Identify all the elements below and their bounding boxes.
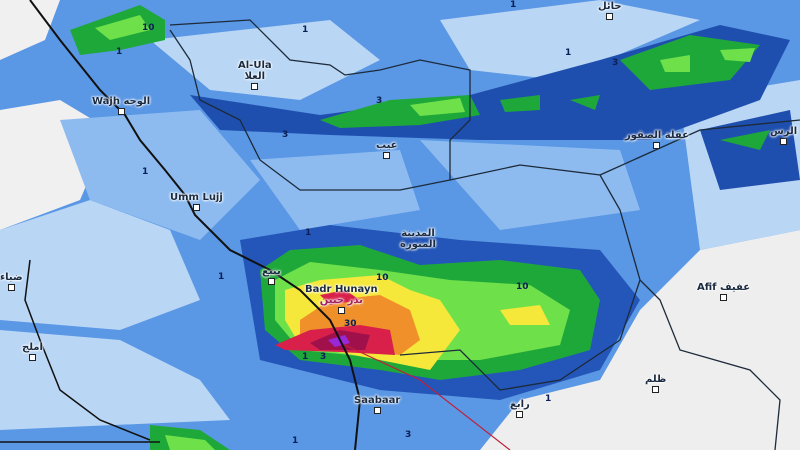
city-marker-icon [251, 83, 259, 90]
place-badr-hunayn[interactable]: Badr Hunayn بدر حنين [305, 284, 378, 314]
place-wajh[interactable]: Wajh الوجه [92, 96, 150, 115]
place-rabigh[interactable]: رابغ [510, 399, 530, 418]
region-border [169, 19, 471, 191]
contour-label: 1 [302, 352, 309, 362]
dry-area-southeast [480, 230, 800, 450]
lightgreen-north [410, 48, 755, 116]
contour-label: 10 [376, 273, 389, 283]
light-area [60, 110, 640, 240]
contour-label: 10 [516, 282, 529, 292]
contour-label: 1 [116, 47, 123, 57]
city-marker-icon [267, 278, 275, 285]
contour-label: 3 [320, 352, 327, 362]
contour-label: 1 [142, 167, 149, 177]
contour-label: 1 [302, 25, 309, 35]
contour-label: 1 [565, 48, 572, 58]
place-afif[interactable]: Afif عفيف [697, 282, 750, 301]
purple-core [328, 335, 350, 347]
place-saabaar[interactable]: Saabaar [354, 395, 400, 414]
city-marker-icon [606, 13, 614, 20]
place-ar-rass[interactable]: الرس [770, 126, 797, 145]
contour-label: 1 [510, 0, 517, 10]
very-light-area [0, 0, 800, 430]
place-umluj[interactable]: املج [22, 342, 43, 361]
city-marker-icon [373, 407, 381, 414]
coastline [29, 0, 362, 450]
city-marker-icon [652, 386, 660, 393]
heavy-band-east [700, 110, 800, 190]
contour-label: 3 [405, 430, 412, 440]
contour-label: 1 [545, 394, 552, 404]
contour-label: 30 [344, 319, 357, 329]
contour-label: 1 [218, 272, 225, 282]
city-marker-icon [7, 284, 15, 291]
place-duba[interactable]: ضباء [0, 272, 23, 291]
contour-label: 1 [305, 228, 312, 238]
city-marker-icon [337, 307, 345, 314]
city-marker-icon [383, 152, 391, 159]
contour-label: 3 [612, 58, 619, 68]
coastline-south [24, 259, 151, 441]
city-marker-icon [192, 204, 200, 211]
contour-label: 1 [292, 436, 299, 446]
contour-label: 3 [376, 96, 383, 106]
place-ayb[interactable]: عيب [376, 140, 398, 159]
green-area-north [320, 35, 770, 150]
region-border-2 [399, 119, 800, 450]
city-marker-icon [653, 142, 661, 149]
place-hail[interactable]: حائل [598, 1, 622, 20]
place-madinah[interactable]: المدينة المنورة [400, 228, 436, 250]
place-al-ula[interactable]: Al-Ula العلا [238, 60, 272, 90]
contour-label: 10 [142, 23, 155, 33]
place-zalim[interactable]: ظلم [645, 374, 666, 393]
contour-label: 3 [282, 130, 289, 140]
lightgreen-sw [165, 435, 215, 450]
route-line [344, 344, 511, 450]
place-uqlat-as-suqur[interactable]: عقلة الصقور [625, 130, 689, 149]
city-marker-icon [28, 354, 36, 361]
city-marker-icon [720, 294, 728, 301]
city-marker-icon [780, 138, 788, 145]
place-umm-lujj[interactable]: Umm Lujj [170, 192, 223, 211]
city-marker-icon [117, 108, 125, 115]
city-marker-icon [516, 411, 524, 418]
lightgreen-nw [95, 15, 150, 40]
place-yanbu[interactable]: ينبع [262, 266, 281, 285]
